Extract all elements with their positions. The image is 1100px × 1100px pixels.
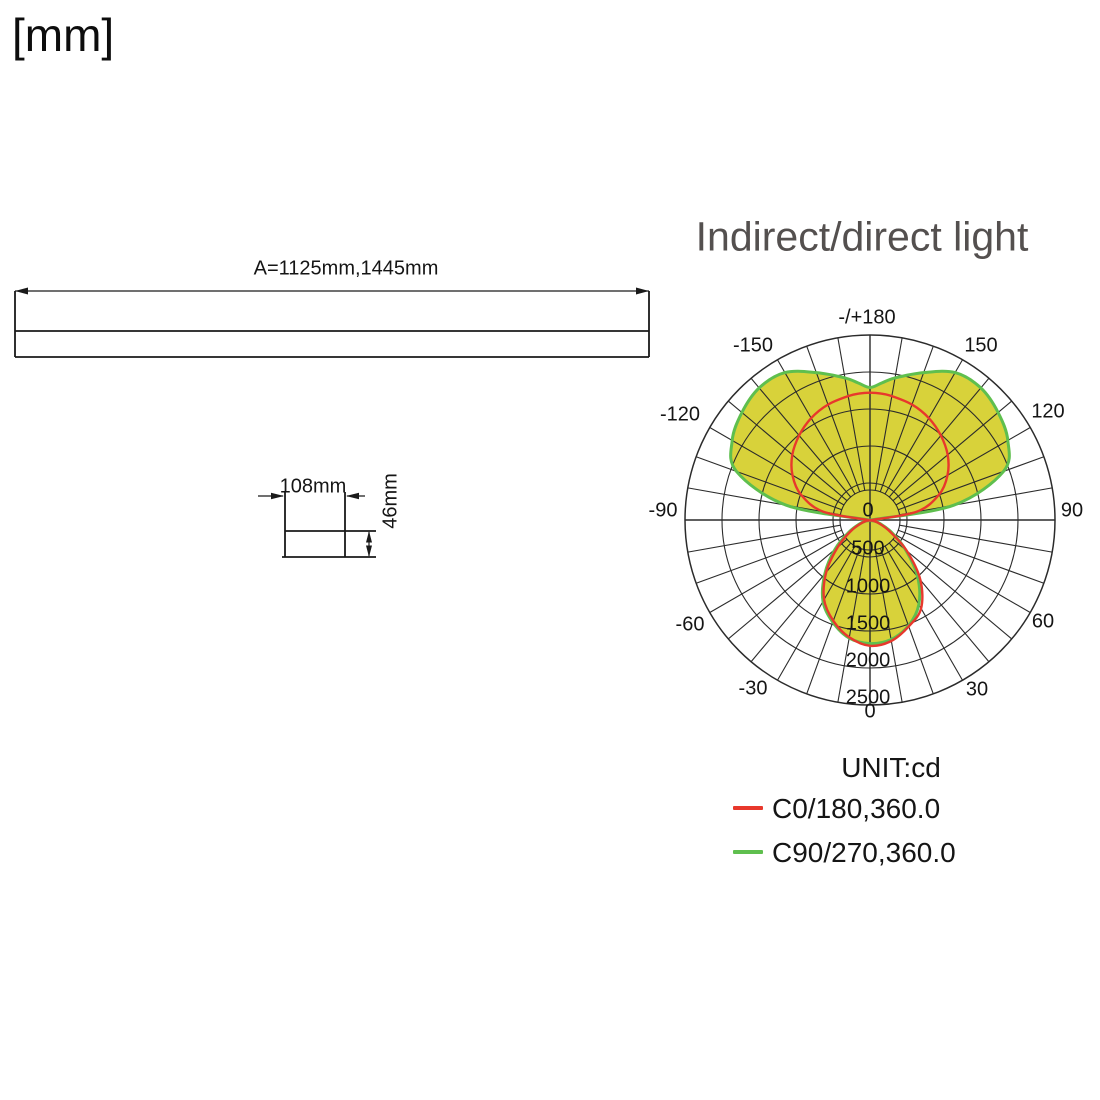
photometric-curves	[729, 369, 1011, 648]
legend-swatch-c0-180	[733, 806, 763, 810]
angle-label-30: 30	[965, 678, 989, 701]
profile-outline	[282, 492, 376, 558]
radial-label-500: 500	[851, 537, 885, 560]
radial-label-1500: 1500	[845, 612, 891, 635]
legend-label-c90-270: C90/270,360.0	[772, 837, 956, 868]
height-dim-arrow-bottom	[366, 545, 372, 557]
width-dim-arrow-right	[346, 492, 359, 500]
angle-label-0: 0	[864, 700, 876, 723]
radial-label-2000: 2000	[845, 649, 891, 672]
angle-label-150: 150	[964, 334, 998, 357]
width-dim-arrow-left	[271, 492, 284, 500]
angle-label-120: 120	[1031, 400, 1065, 423]
profile-height-label: 46mm	[379, 473, 402, 529]
angle-label-neg30: -30	[738, 677, 768, 700]
height-dim-arrow-top	[366, 531, 372, 543]
legend-swatch-c90-270	[733, 850, 763, 854]
luminaire-profile-view	[258, 492, 376, 558]
angle-label-180: -/+180	[838, 306, 896, 329]
length-dim-arrow-right	[636, 287, 649, 295]
luminaire-body-outline	[14, 291, 650, 358]
angle-label-neg60: -60	[675, 613, 705, 636]
angle-label-60: 60	[1031, 610, 1055, 633]
radial-label-0: 0	[862, 499, 874, 522]
polar-grid	[684, 334, 1056, 706]
curve-C90/270,360.0	[729, 369, 1011, 646]
angle-label-neg90: -90	[648, 499, 678, 522]
length-dim-arrow-left	[15, 287, 28, 295]
length-dimension-label: A=1125mm,1445mm	[253, 257, 439, 280]
legend-label-c0-180: C0/180,360.0	[772, 793, 941, 824]
profile-dimension-lines	[258, 495, 370, 556]
profile-width-label: 108mm	[279, 475, 347, 498]
luminaire-length-view	[14, 287, 650, 358]
angle-label-neg150: -150	[732, 334, 774, 357]
polar-photometric-diagram	[684, 334, 1056, 706]
polar-chart-title: Indirect/direct light	[695, 213, 1029, 260]
radial-label-1000: 1000	[845, 575, 891, 598]
angle-label-90: 90	[1060, 499, 1084, 522]
unit-system-label: [mm]	[12, 9, 115, 61]
radial-label-2500: 2500	[845, 686, 891, 709]
unit-label: UNIT:cd	[841, 752, 941, 783]
curve-C0/180,360.0	[790, 391, 950, 648]
angle-label-neg120: -120	[659, 403, 701, 426]
